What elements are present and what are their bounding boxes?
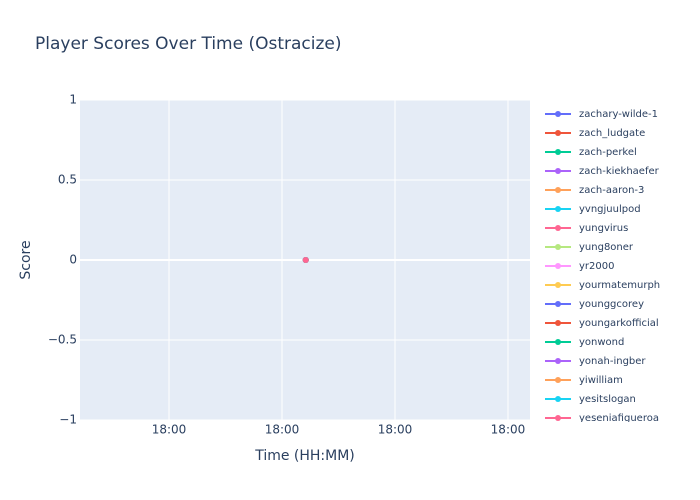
point <box>302 257 309 263</box>
y-tick-label: −1 <box>59 413 77 427</box>
legend-label: yourmatemurph <box>579 280 660 291</box>
y-tick-label: 0 <box>69 253 77 267</box>
legend-label: yung8oner <box>579 242 634 253</box>
y-tick-label: 1 <box>69 93 77 107</box>
legend-label: zachary-wilde-1 <box>579 109 658 120</box>
y-tick-label: −0.5 <box>48 333 77 347</box>
legend-label: younggcorey <box>579 299 644 310</box>
legend-marker <box>555 396 561 402</box>
legend-marker <box>555 415 561 421</box>
legend-label: zach-perkel <box>579 147 637 158</box>
x-axis-label: Time (HH:MM) <box>254 448 355 464</box>
legend-label: yesitslogan <box>579 394 636 405</box>
y-axis-label: Score <box>18 240 34 279</box>
legend-label: yungvirus <box>579 223 628 234</box>
legend-marker <box>555 282 561 288</box>
legend-marker <box>555 244 561 250</box>
legend-label: youngarkofficial <box>579 318 659 329</box>
legend-marker <box>555 187 561 193</box>
legend-label: zach_ludgate <box>579 128 645 139</box>
x-tick-label: 18:00 <box>491 423 526 437</box>
y-tick-label: 0.5 <box>58 173 77 187</box>
legend-marker <box>555 301 561 307</box>
legend-marker <box>555 320 561 326</box>
chart-title: Player Scores Over Time (Ostracize) <box>35 34 342 54</box>
legend-label: zach-kiekhaefer <box>579 166 660 177</box>
legend-marker <box>555 358 561 364</box>
x-tick-label: 18:00 <box>265 423 300 437</box>
legend-label: yiwilliam <box>579 375 623 386</box>
legend-marker <box>555 168 561 174</box>
legend-label: yonwond <box>579 337 624 348</box>
legend-label: zach-aaron-3 <box>579 185 644 196</box>
legend: zachary-wilde-1 zach_ludgate zach-perkel za… <box>545 109 660 424</box>
legend-marker <box>555 225 561 231</box>
legend-label: yeseniafigueroa <box>579 413 659 424</box>
legend-label: yr2000 <box>579 261 614 272</box>
legend-marker <box>555 339 561 345</box>
legend-marker <box>555 263 561 269</box>
legend-marker <box>555 130 561 136</box>
legend-label: yvngjuulpod <box>579 204 641 215</box>
marks <box>302 257 309 263</box>
legend-label: yonah-ingber <box>579 356 646 367</box>
legend-marker <box>555 377 561 383</box>
x-tick-label: 18:00 <box>378 423 413 437</box>
legend-marker <box>555 111 561 117</box>
legend-marker <box>555 149 561 155</box>
x-tick-label: 18:00 <box>152 423 187 437</box>
legend-marker <box>555 206 561 212</box>
